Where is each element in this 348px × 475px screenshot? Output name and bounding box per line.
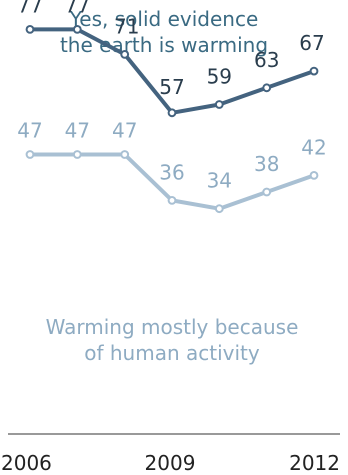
series-2-value-label-2006: 47 xyxy=(17,119,42,143)
series-1-point-2007 xyxy=(72,25,82,34)
series-2-annotation-line-2: of human activity xyxy=(84,341,260,365)
series-1-point-2011 xyxy=(262,83,272,93)
series-2-value-label-2011: 38 xyxy=(254,152,279,176)
series-2-point-2006 xyxy=(25,150,35,159)
series-1-value-label-2009: 57 xyxy=(159,75,184,99)
series-1: 77 77 71 57 59 63 67 xyxy=(17,0,325,118)
series-1-value-label-2010: 59 xyxy=(207,65,232,89)
series-2-point-2010 xyxy=(214,204,224,214)
series-layer: 77 77 71 57 59 63 67 47 47 47 36 34 38 42 xyxy=(17,0,327,214)
series-2-point-2007 xyxy=(72,150,82,159)
series-1-value-label-2011: 63 xyxy=(254,48,279,72)
series-2-point-2011 xyxy=(262,187,272,197)
series-2-value-label-2007: 47 xyxy=(65,119,90,143)
series-1-value-label-2008: 71 xyxy=(114,14,139,38)
x-tick-label-2012: 2012 xyxy=(289,451,340,475)
x-tick-label-2006: 2006 xyxy=(1,451,52,475)
series-2-point-2008 xyxy=(120,150,130,159)
series-2-annotation-line-1: Warming mostly because xyxy=(46,315,299,339)
series-1-value-label-2012: 67 xyxy=(299,31,324,55)
x-tick-label-2009: 2009 xyxy=(145,451,196,475)
series-1-value-label-2007: 77 xyxy=(65,0,90,17)
series-2-value-label-2012: 42 xyxy=(301,135,326,159)
series-1-annotation-line-1: Yes, solid evidence xyxy=(69,7,259,31)
series-2-point-2009 xyxy=(167,196,177,205)
series-1-point-2008 xyxy=(120,50,130,59)
series-1-point-2012 xyxy=(309,66,319,76)
series-2: 47 47 47 36 34 38 42 xyxy=(17,119,327,214)
series-2-value-label-2010: 34 xyxy=(207,169,232,193)
series-1-point-2006 xyxy=(25,25,35,34)
series-1-value-label-2006: 77 xyxy=(17,0,42,17)
series-2-point-2012 xyxy=(309,171,319,180)
series-1-point-2010 xyxy=(214,100,224,109)
series-2-value-label-2008: 47 xyxy=(112,119,137,143)
series-2-value-label-2009: 36 xyxy=(159,160,184,184)
series-1-point-2009 xyxy=(167,108,177,118)
